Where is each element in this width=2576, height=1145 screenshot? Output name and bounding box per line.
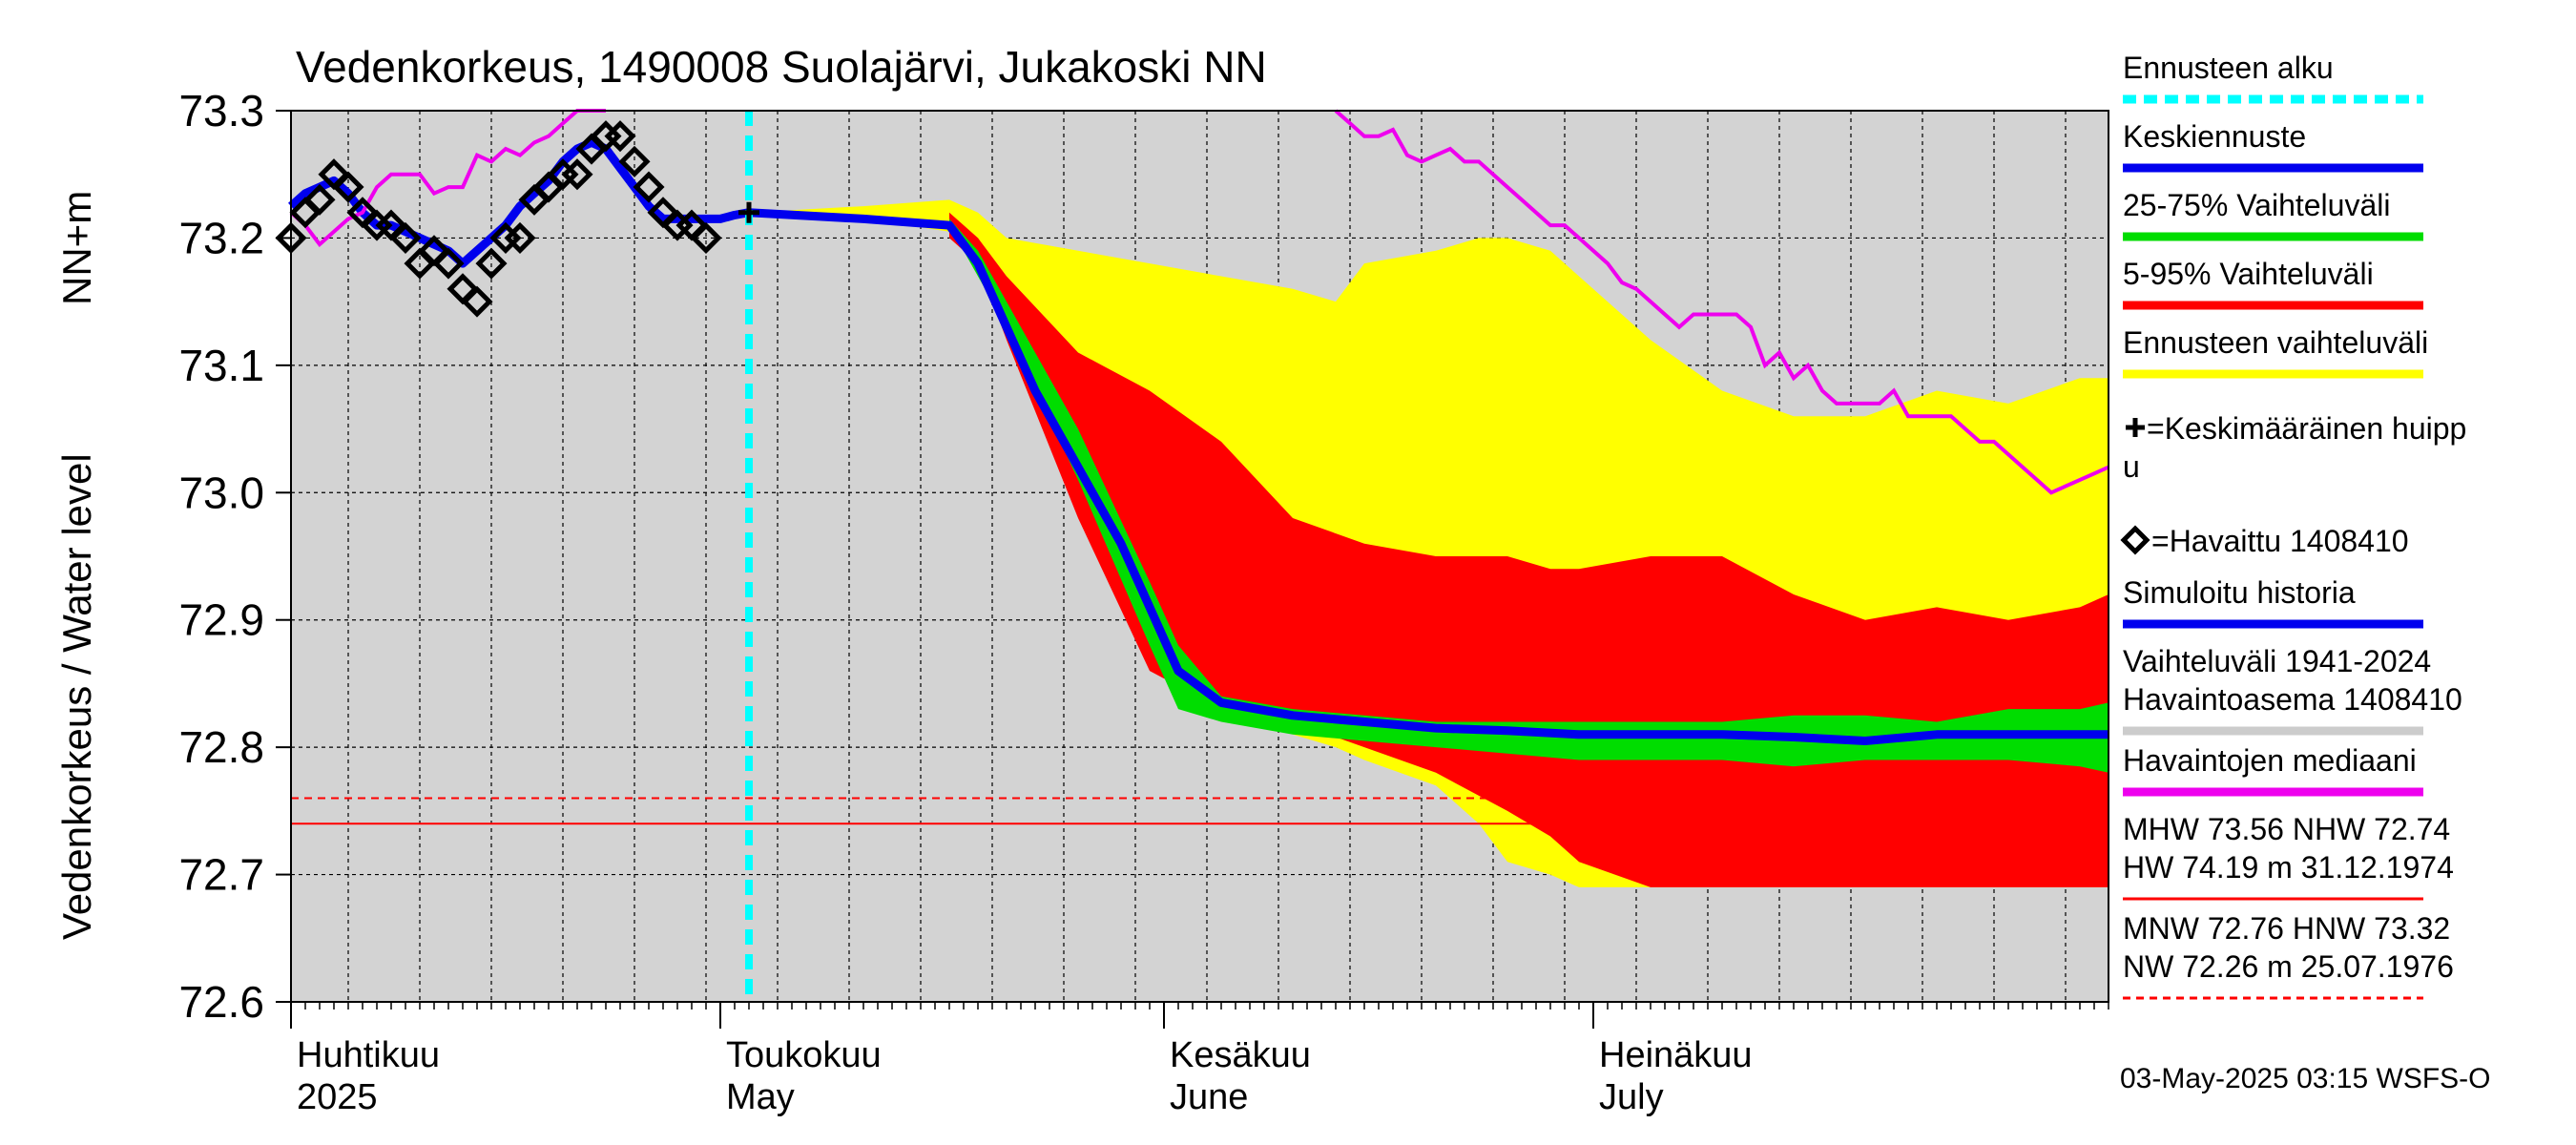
legend-label: NW 72.26 m 25.07.1976 <box>2123 949 2454 984</box>
legend-label: 25-75% Vaihteluväli <box>2123 188 2390 222</box>
y-tick-label: 72.9 <box>178 595 264 645</box>
reference-lines <box>291 797 2109 825</box>
legend-label: Simuloitu historia <box>2123 575 2356 610</box>
y-axis: 73.3 73.2 73.1 73.0 72.9 72.8 72.7 72.6 <box>178 86 291 1027</box>
x-month-sublabel: July <box>1599 1077 1664 1117</box>
observed-marker <box>461 285 493 318</box>
x-month-sublabel: May <box>726 1077 795 1117</box>
legend-label: MNW 72.76 HNW 73.32 <box>2123 911 2450 946</box>
x-month-label: Huhtikuu <box>297 1035 440 1075</box>
mean-peak-marker <box>738 201 759 223</box>
legend-label: Keskiennuste <box>2123 119 2306 154</box>
x-month-label: Heinäkuu <box>1599 1035 1753 1075</box>
observed-markers <box>275 120 759 318</box>
observed-marker <box>561 158 593 191</box>
x-month-sublabel: 2025 <box>297 1077 378 1117</box>
line-havaintojen-mediaani <box>1334 109 2109 495</box>
line-havaintojen-mediaani <box>289 109 606 248</box>
legend-label: 5-95% Vaihteluväli <box>2123 257 2374 291</box>
legend-label: MHW 73.56 NHW 72.74 <box>2123 812 2450 846</box>
observed-marker <box>432 247 465 280</box>
y-tick-label: 73.2 <box>178 213 264 262</box>
legend-label: Ennusteen alku <box>2123 51 2334 85</box>
observed-marker <box>332 171 364 203</box>
legend: Ennusteen alku Keskiennuste 25-75% Vaihtel… <box>2120 51 2466 1000</box>
observed-marker <box>633 171 665 203</box>
plot-frame <box>290 110 2109 1003</box>
legend-label: HW 74.19 m 31.12.1974 <box>2123 850 2454 885</box>
y-axis-unit: NN+m <box>54 191 99 305</box>
observed-marker <box>303 183 336 216</box>
y-tick-label: 73.3 <box>178 86 264 135</box>
y-tick-label: 73.1 <box>178 341 264 390</box>
band-25-75-vaihteluv-li <box>949 219 2109 773</box>
legend-label: u <box>2123 449 2140 484</box>
legend-label: Vaihteluväli 1941-2024 <box>2123 644 2431 678</box>
y-tick-label: 72.7 <box>178 850 264 900</box>
x-month-sublabel: June <box>1170 1077 1248 1117</box>
chart-title: Vedenkorkeus, 1490008 Suolajärvi, Jukako… <box>296 42 1267 92</box>
legend-label: Havaintojen mediaani <box>2123 743 2417 778</box>
observed-marker <box>504 221 536 254</box>
y-axis-label: Vedenkorkeus / Water level <box>54 453 99 940</box>
observed-marker <box>389 221 422 254</box>
legend-label: Havaintoasema 1408410 <box>2123 682 2462 717</box>
line-keskiennuste <box>748 208 2109 745</box>
legend-label: =Havaittu 1408410 <box>2151 524 2409 558</box>
observed-marker <box>690 221 722 254</box>
observed-marker <box>604 120 636 153</box>
y-tick-label: 72.8 <box>178 722 264 772</box>
x-month-label: Toukokuu <box>726 1035 882 1075</box>
y-tick-label: 73.0 <box>178 468 264 517</box>
legend-plus-symbol <box>2126 418 2145 437</box>
x-month-label: Kesäkuu <box>1170 1035 1311 1075</box>
observed-marker <box>618 145 651 177</box>
y-tick-label: 72.6 <box>178 977 264 1027</box>
legend-diamond-symbol <box>2120 525 2150 555</box>
footer-timestamp: 03-May-2025 03:15 WSFS-O <box>2120 1063 2491 1094</box>
forecast-bands <box>749 199 2109 887</box>
legend-label: Ennusteen vaihteluväli <box>2123 325 2428 360</box>
legend-label: =Keskimääräinen huipp <box>2147 411 2466 446</box>
observed-marker <box>475 247 508 280</box>
